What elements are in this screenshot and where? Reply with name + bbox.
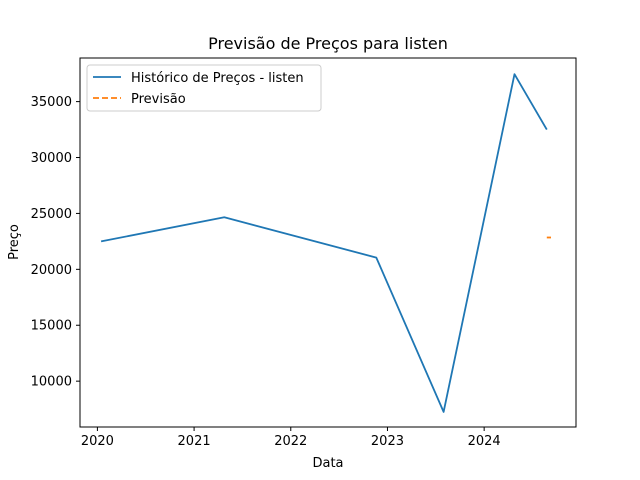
x-tick-label: 2021	[178, 434, 211, 449]
y-tick-label: 25000	[31, 207, 72, 222]
y-tick-label: 15000	[31, 319, 72, 334]
legend: Histórico de Preços - listen Previsão	[86, 64, 322, 112]
y-tick-label: 35000	[31, 95, 72, 110]
y-axis-label: Preço	[7, 224, 22, 260]
y-tick-label: 10000	[31, 375, 72, 390]
x-tick-label: 2022	[274, 434, 307, 449]
legend-label-previsao: Previsão	[131, 92, 186, 107]
x-tick-label: 2020	[81, 434, 114, 449]
x-axis: 2020 2021 2022 2023 2024	[81, 427, 501, 449]
chart-title: Previsão de Preços para listen	[208, 34, 448, 53]
legend-label-historico: Histórico de Preços - listen	[131, 71, 304, 86]
y-tick-label: 30000	[31, 151, 72, 166]
x-tick-label: 2023	[371, 434, 404, 449]
y-axis: 10000 15000 20000 25000 30000 35000	[31, 95, 80, 390]
series-line-historico	[100, 73, 548, 413]
series-layer	[100, 73, 551, 413]
legend-box	[86, 64, 322, 112]
y-tick-label: 20000	[31, 263, 72, 278]
x-axis-label: Data	[312, 456, 343, 471]
plot-area	[79, 57, 577, 428]
x-tick-label: 2024	[468, 434, 501, 449]
